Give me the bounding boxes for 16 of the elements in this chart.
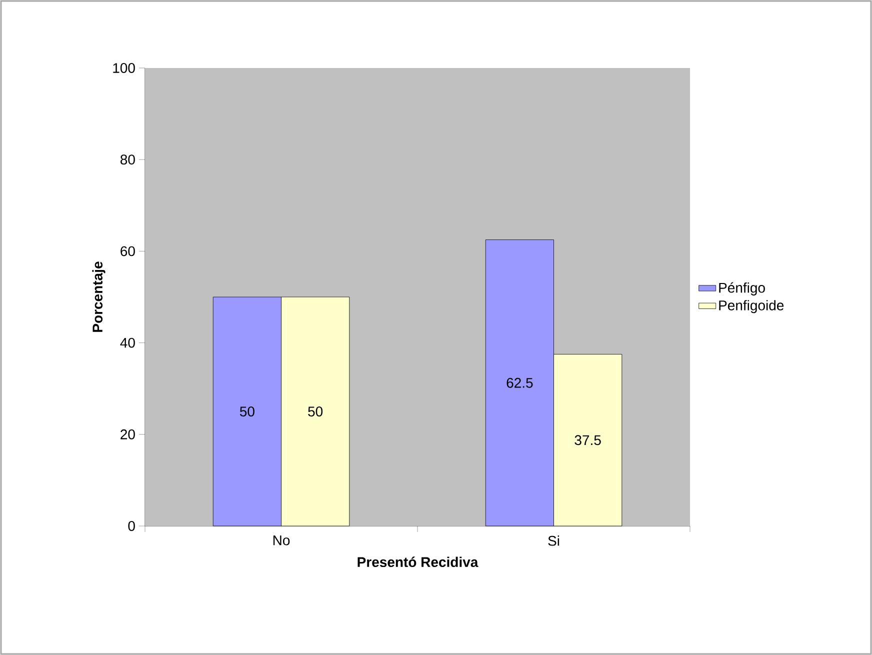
y-tick-label: 100 <box>113 63 135 73</box>
y-tick-label: 0 <box>128 521 135 531</box>
y-tick-label: 20 <box>120 429 135 440</box>
data-label: 62.5 <box>506 378 533 388</box>
data-label: 50 <box>308 406 323 416</box>
y-tick-label: 60 <box>120 246 135 256</box>
x-axis-title: Presentó Recidiva <box>358 556 478 568</box>
data-label: 50 <box>240 406 254 416</box>
legend-label: Pénfigo <box>719 282 765 296</box>
data-label: 37.5 <box>574 435 601 446</box>
y-tick-label: 40 <box>120 338 135 348</box>
y-axis-title: Porcentaje <box>92 262 106 332</box>
x-tick-label: Si <box>548 536 560 546</box>
legend-label: Penfigoide <box>719 300 784 314</box>
y-tick-label: 80 <box>120 154 135 165</box>
x-tick-label: No <box>273 536 290 546</box>
